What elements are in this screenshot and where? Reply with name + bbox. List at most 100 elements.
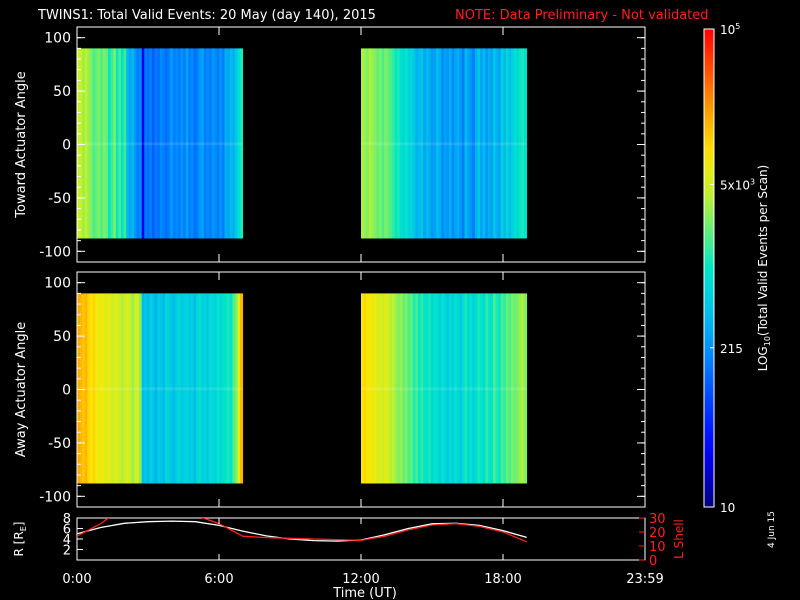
toward-heatmap-column (193, 48, 197, 239)
toward-heatmap-column (467, 48, 471, 239)
toward-heatmap-column (490, 48, 494, 239)
away-heatmap-column (428, 293, 432, 484)
toward-heatmap-column (175, 48, 179, 239)
away-heatmap-column (159, 293, 163, 484)
away-heatmap-column (511, 293, 515, 484)
toward-heatmap-column (518, 48, 522, 239)
away-heatmap-column (157, 293, 161, 484)
away-heatmap-column (407, 293, 411, 484)
away-heatmap-column (446, 293, 450, 484)
colorbar-tick-label-main: 10 (720, 501, 735, 515)
toward-heatmap-column (482, 48, 486, 239)
toward-heatmap-column (162, 48, 166, 239)
toward-heatmap-column (485, 48, 489, 239)
away-heatmap-column (196, 293, 200, 484)
toward-heatmap-column (371, 48, 375, 239)
toward-heatmap-column (456, 48, 460, 239)
toward-heatmap-column (500, 48, 504, 239)
toward-heatmap-column (110, 48, 114, 239)
away-heatmap-column (224, 293, 228, 484)
toward-heatmap-column (417, 48, 421, 239)
toward-heatmap-column (430, 48, 434, 239)
toward-heatmap-column (381, 48, 385, 239)
away-heatmap-column (185, 293, 189, 484)
toward-heatmap-column (366, 48, 370, 239)
away-heatmap-column (376, 293, 380, 484)
away-heatmap-column (485, 293, 489, 484)
away-heatmap-column (232, 293, 236, 484)
away-heatmap-column (219, 293, 223, 484)
colorbar-tick-label: 5x103 (720, 177, 755, 192)
away-heatmap-column (469, 293, 473, 484)
away-heatmap-column (146, 293, 150, 484)
toward-heatmap-column (105, 48, 109, 239)
toward-heatmap-column (108, 48, 112, 239)
toward-heatmap (77, 48, 528, 239)
away-heatmap-column (451, 293, 455, 484)
away-heatmap-column (84, 293, 88, 484)
toward-heatmap-column (185, 48, 189, 239)
toward-heatmap-column (464, 48, 468, 239)
toward-ylabel: Toward Actuator Angle (14, 71, 29, 218)
away-heatmap-column (126, 293, 130, 484)
toward-heatmap-column (240, 48, 244, 239)
away-heatmap-column (420, 293, 424, 484)
toward-heatmap-column (183, 48, 187, 239)
colorbar-tick-label: 105 (720, 22, 740, 37)
away-heatmap-column (105, 293, 109, 484)
toward-heatmap-column (472, 48, 476, 239)
away-heatmap-column (87, 293, 91, 484)
toward-heatmap-column (87, 48, 91, 239)
toward-heatmap-column (389, 48, 393, 239)
lshell-ytick-label: 30 (649, 512, 666, 527)
radius-ytick-label: 6 (63, 523, 71, 538)
away-heatmap-column (381, 293, 385, 484)
toward-heatmap-column (405, 48, 408, 239)
toward-heatmap-column (513, 48, 517, 239)
time-xtick-label: 6:00 (204, 572, 233, 587)
toward-heatmap-column (237, 48, 241, 239)
toward-heatmap-column (203, 48, 207, 239)
toward-heatmap-column (227, 48, 231, 239)
away-heatmap-column (234, 293, 238, 484)
toward-heatmap-column (157, 48, 161, 239)
away-heatmap-column (198, 293, 202, 484)
toward-heatmap-column (397, 48, 401, 239)
away-heatmap-column (505, 293, 509, 484)
away-heatmap-column (474, 293, 478, 484)
toward-heatmap-column (113, 48, 117, 239)
lshell-axis-label: L Shell (672, 519, 686, 559)
away-heatmap-column (152, 293, 156, 484)
away-heatmap-column (456, 293, 460, 484)
toward-heatmap-column (232, 48, 236, 239)
toward-heatmap-column (461, 48, 465, 239)
toward-heatmap-column (480, 48, 484, 239)
away-heatmap-column (175, 293, 179, 484)
away-ytick-label: 50 (53, 329, 71, 345)
toward-heatmap-column (363, 48, 367, 239)
away-heatmap-column (493, 293, 497, 484)
toward-heatmap-column (131, 48, 135, 239)
away-heatmap-column (459, 293, 463, 484)
toward-heatmap-column (384, 48, 388, 239)
toward-heatmap-column (141, 48, 145, 239)
radius-axis-label-main: R [R (12, 531, 26, 556)
away-heatmap-column (361, 293, 364, 484)
colorbar-tick-label-sup: 5 (735, 22, 740, 31)
away-heatmap-column (167, 293, 171, 484)
away-heatmap-column (211, 293, 215, 484)
away-heatmap-column (438, 293, 442, 484)
away-heatmap-column (95, 293, 99, 484)
away-heatmap-column (518, 293, 522, 484)
toward-heatmap-column (392, 48, 396, 239)
away-heatmap-column (430, 293, 434, 484)
away-heatmap-column (461, 293, 465, 484)
toward-heatmap-column (234, 48, 238, 239)
away-heatmap-column (172, 293, 176, 484)
toward-heatmap-column (198, 48, 202, 239)
lshell-ytick-label: 20 (649, 526, 666, 541)
away-heatmap-column (464, 293, 468, 484)
away-heatmap-column (480, 293, 484, 484)
away-heatmap-column (423, 293, 427, 484)
toward-heatmap-column (219, 48, 223, 239)
